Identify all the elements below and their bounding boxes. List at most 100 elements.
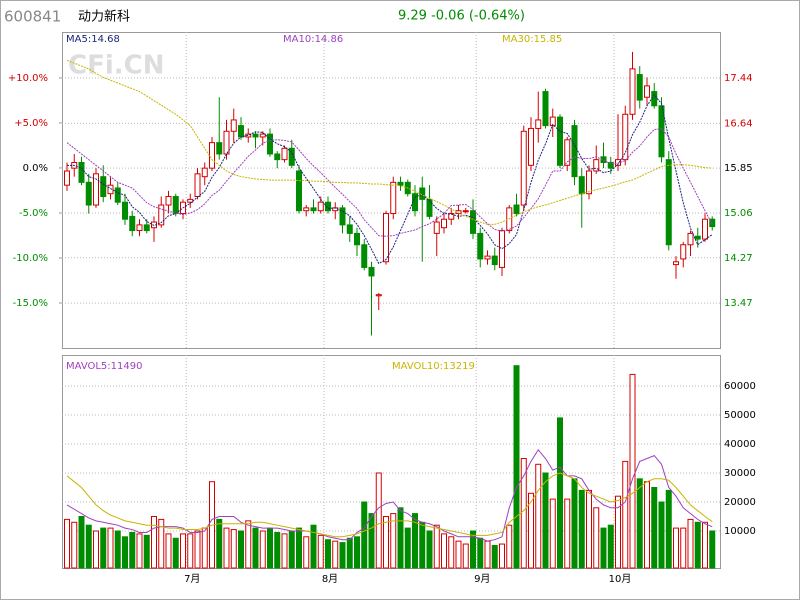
candle-body — [201, 167, 208, 178]
candle-body — [122, 201, 128, 220]
volume-bar — [245, 520, 252, 569]
candle-body — [194, 173, 201, 198]
candle-body — [397, 181, 404, 186]
volume-bar — [491, 544, 498, 569]
volume-bar — [477, 537, 484, 569]
candle-body — [317, 201, 324, 212]
candle-body — [687, 232, 694, 246]
volume-bar — [151, 515, 157, 569]
volume-bar — [354, 536, 360, 569]
candle-body — [281, 147, 288, 161]
volume-bar — [455, 540, 462, 569]
candle-body — [520, 130, 527, 206]
volume-bar — [230, 529, 237, 569]
candle-body — [339, 207, 346, 226]
y2-tick-label: +5.0% — [14, 118, 48, 129]
volume-bar — [586, 489, 592, 569]
volume-bar — [85, 524, 92, 569]
volume-bar — [238, 530, 244, 569]
candle-body — [419, 187, 426, 200]
volume-bar — [578, 489, 585, 569]
y-tick-label: 20000 — [724, 497, 756, 508]
y-tick-label: 16.64 — [724, 118, 753, 129]
y-tick-label: 14.27 — [724, 253, 753, 264]
volume-bar — [158, 518, 165, 569]
candle-body — [296, 170, 302, 212]
legend-label: MAVOL10:13219 — [392, 361, 475, 372]
candle-body — [346, 224, 353, 234]
candle-body — [615, 159, 621, 166]
volume-bar — [499, 543, 505, 569]
candle-body — [586, 170, 592, 195]
y2-tick-label: +10.0% — [8, 73, 48, 84]
volume-bar — [194, 530, 201, 569]
volume-bar — [303, 536, 310, 569]
volume-bar — [687, 518, 694, 569]
candle-body — [680, 244, 687, 260]
volume-bar — [267, 527, 273, 569]
volume-bar — [78, 515, 85, 569]
y-tick-label: 13.47 — [724, 298, 753, 309]
candle-body — [622, 113, 629, 161]
candle-body — [593, 159, 600, 172]
candle-body — [172, 196, 179, 215]
volume-bar — [100, 527, 107, 569]
candle-body — [274, 153, 281, 161]
legend-label: MA10:14.86 — [283, 34, 343, 45]
candle-body — [499, 230, 505, 268]
volume-bar — [368, 513, 375, 569]
candle-body — [426, 198, 433, 217]
volume-bar — [136, 533, 143, 569]
candle-body — [433, 221, 440, 234]
candle-body — [129, 215, 136, 232]
volume-bar — [535, 463, 542, 569]
price-panel — [62, 32, 721, 349]
candle-body — [557, 116, 563, 166]
candle-body — [462, 210, 469, 213]
volume-bar — [441, 533, 447, 569]
volume-bar — [593, 507, 600, 569]
volume-bar — [288, 530, 295, 569]
stock-name: 动力新科 — [78, 9, 130, 25]
volume-bar — [397, 507, 404, 569]
volume-bar — [600, 527, 607, 569]
volume-bar — [317, 534, 324, 569]
volume-bar — [694, 521, 701, 569]
volume-bar — [629, 373, 636, 569]
volume-bar — [433, 524, 440, 569]
volume-bar — [325, 539, 331, 569]
volume-bar — [426, 530, 433, 569]
volume-bar — [122, 536, 128, 569]
candle-body — [709, 218, 716, 228]
candle-body — [209, 142, 215, 169]
volume-bar — [375, 472, 382, 569]
y2-tick-label: 0.0% — [23, 163, 48, 174]
candle-body — [513, 204, 520, 215]
ma-line — [67, 94, 713, 265]
candle-body — [535, 119, 542, 129]
volume-bar — [412, 513, 418, 569]
volume-bar — [419, 521, 426, 569]
volume-bar — [274, 531, 281, 569]
candle-body — [383, 213, 389, 263]
ma-line — [66, 127, 713, 237]
volume-bar — [252, 527, 259, 569]
y-tick-label: 30000 — [724, 468, 756, 479]
volume-bar — [310, 524, 317, 569]
volume-bar — [658, 501, 665, 569]
candle-body — [93, 173, 99, 206]
volume-bar — [651, 486, 658, 569]
candle-body — [506, 207, 513, 232]
candle-body — [252, 133, 259, 138]
quote: 9.29 -0.06 (-0.64%) — [398, 9, 525, 24]
candle-body — [259, 133, 266, 138]
candle-body — [484, 255, 491, 260]
volume-bar — [187, 533, 194, 569]
x-tick-label: 10月 — [609, 573, 632, 585]
volume-bar — [571, 478, 578, 569]
volume-bar — [107, 527, 114, 569]
candle-body — [238, 125, 244, 138]
volume-bar — [709, 530, 716, 569]
candle-body — [100, 176, 107, 198]
